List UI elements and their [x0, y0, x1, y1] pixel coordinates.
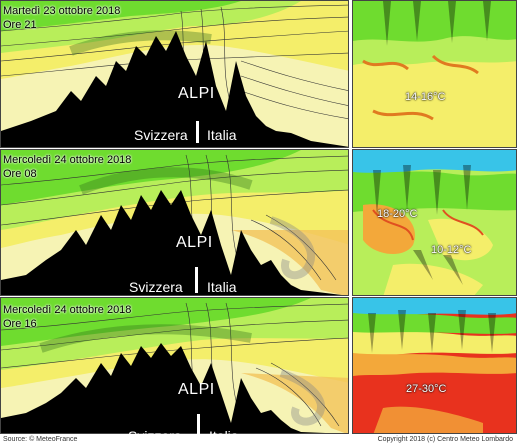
panel-2-time: Ore 08: [3, 168, 37, 180]
panel-3-alpi-label: ALPI: [178, 381, 215, 398]
cross-section-2-graphic: [1, 150, 348, 295]
panel-2-label-italia: Italia: [207, 279, 237, 295]
map-3-graphic: [353, 298, 516, 433]
panel-2-alpi-label: ALPI: [176, 234, 213, 251]
panel-2: Mercoledì 24 ottobre 2018 Ore 08 ALPI Sv…: [0, 149, 517, 296]
map-2-temp-1: 18-20°C: [377, 208, 418, 220]
panel-3-label-italia: Italia: [209, 428, 239, 444]
copyright-credit: Copyright 2018 (c) Centro Meteo Lombardo: [377, 436, 513, 443]
panel-3: Mercoledì 24 ottobre 2018 Ore 16 ALPI Sv…: [0, 297, 517, 444]
map-2: [352, 149, 517, 296]
panel-1: Martedì 23 ottobre 2018 Ore 21 ALPI Sviz…: [0, 0, 517, 148]
map-1-graphic: [353, 1, 516, 147]
map-3-temp: 27-30°C: [406, 383, 447, 395]
panel-2-label-svizzera: Svizzera: [129, 279, 183, 295]
map-1: [352, 0, 517, 148]
source-credit: Source: © MeteoFrance: [3, 436, 78, 443]
panel-3-date: Mercoledì 24 ottobre 2018: [3, 304, 132, 316]
panel-1-time: Ore 21: [3, 19, 37, 31]
panel-1-border-line: [196, 121, 199, 143]
panel-1-alpi-label: ALPI: [178, 85, 215, 102]
map-2-graphic: [353, 150, 516, 295]
map-2-temp-2: 10-12°C: [431, 244, 472, 256]
panel-1-label-svizzera: Svizzera: [134, 127, 188, 143]
panel-1-label-italia: Italia: [207, 127, 237, 143]
panel-2-date: Mercoledì 24 ottobre 2018: [3, 154, 132, 166]
panel-3-border-line: [197, 414, 200, 436]
panel-1-date: Martedì 23 ottobre 2018: [3, 5, 121, 17]
cross-section-1: [0, 0, 349, 148]
cross-section-2: [0, 149, 349, 296]
panel-2-border-line: [195, 267, 198, 293]
panel-3-label-svizzera: Svizzera: [128, 428, 182, 444]
cross-section-1-graphic: [1, 1, 348, 147]
cross-section-3-graphic: [1, 298, 348, 433]
cross-section-3: [0, 297, 349, 434]
panel-3-time: Ore 16: [3, 318, 37, 330]
map-3: [352, 297, 517, 434]
map-1-temp: 14-16°C: [405, 91, 446, 103]
